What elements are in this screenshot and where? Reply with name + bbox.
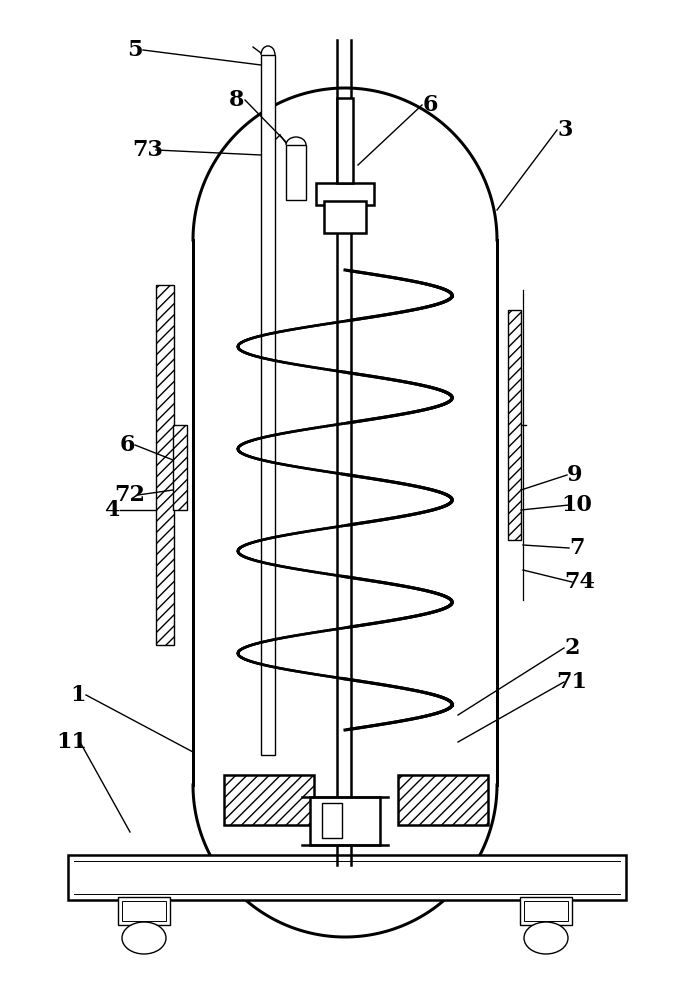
Text: 72: 72: [115, 484, 146, 506]
Text: 9: 9: [567, 464, 583, 486]
Text: 10: 10: [562, 494, 593, 516]
Text: 71: 71: [557, 671, 587, 693]
Bar: [173, 425, 187, 510]
Text: 1: 1: [70, 684, 86, 706]
Bar: [508, 310, 521, 540]
Ellipse shape: [524, 922, 568, 954]
Bar: [520, 897, 572, 925]
Text: 5: 5: [127, 39, 143, 61]
Bar: [524, 901, 568, 921]
Polygon shape: [193, 88, 497, 240]
Text: 8: 8: [229, 89, 245, 111]
Bar: [193, 240, 497, 785]
Bar: [118, 897, 170, 925]
Text: 74: 74: [564, 571, 595, 593]
Bar: [261, 55, 275, 755]
Text: 11: 11: [57, 731, 88, 753]
Bar: [310, 797, 380, 845]
Bar: [286, 145, 306, 200]
Text: 73: 73: [132, 139, 164, 161]
Bar: [68, 855, 626, 900]
Bar: [322, 803, 342, 838]
Text: 3: 3: [558, 119, 573, 141]
Bar: [316, 183, 374, 205]
Bar: [224, 775, 314, 825]
Bar: [337, 98, 353, 183]
Bar: [398, 775, 488, 825]
Bar: [122, 901, 166, 921]
Bar: [324, 201, 366, 233]
Text: 6: 6: [422, 94, 437, 116]
Text: 4: 4: [104, 499, 119, 521]
Ellipse shape: [122, 922, 166, 954]
Text: 2: 2: [564, 637, 580, 659]
Text: 6: 6: [119, 434, 135, 456]
Text: 7: 7: [569, 537, 584, 559]
Polygon shape: [193, 785, 497, 937]
Bar: [156, 285, 174, 645]
